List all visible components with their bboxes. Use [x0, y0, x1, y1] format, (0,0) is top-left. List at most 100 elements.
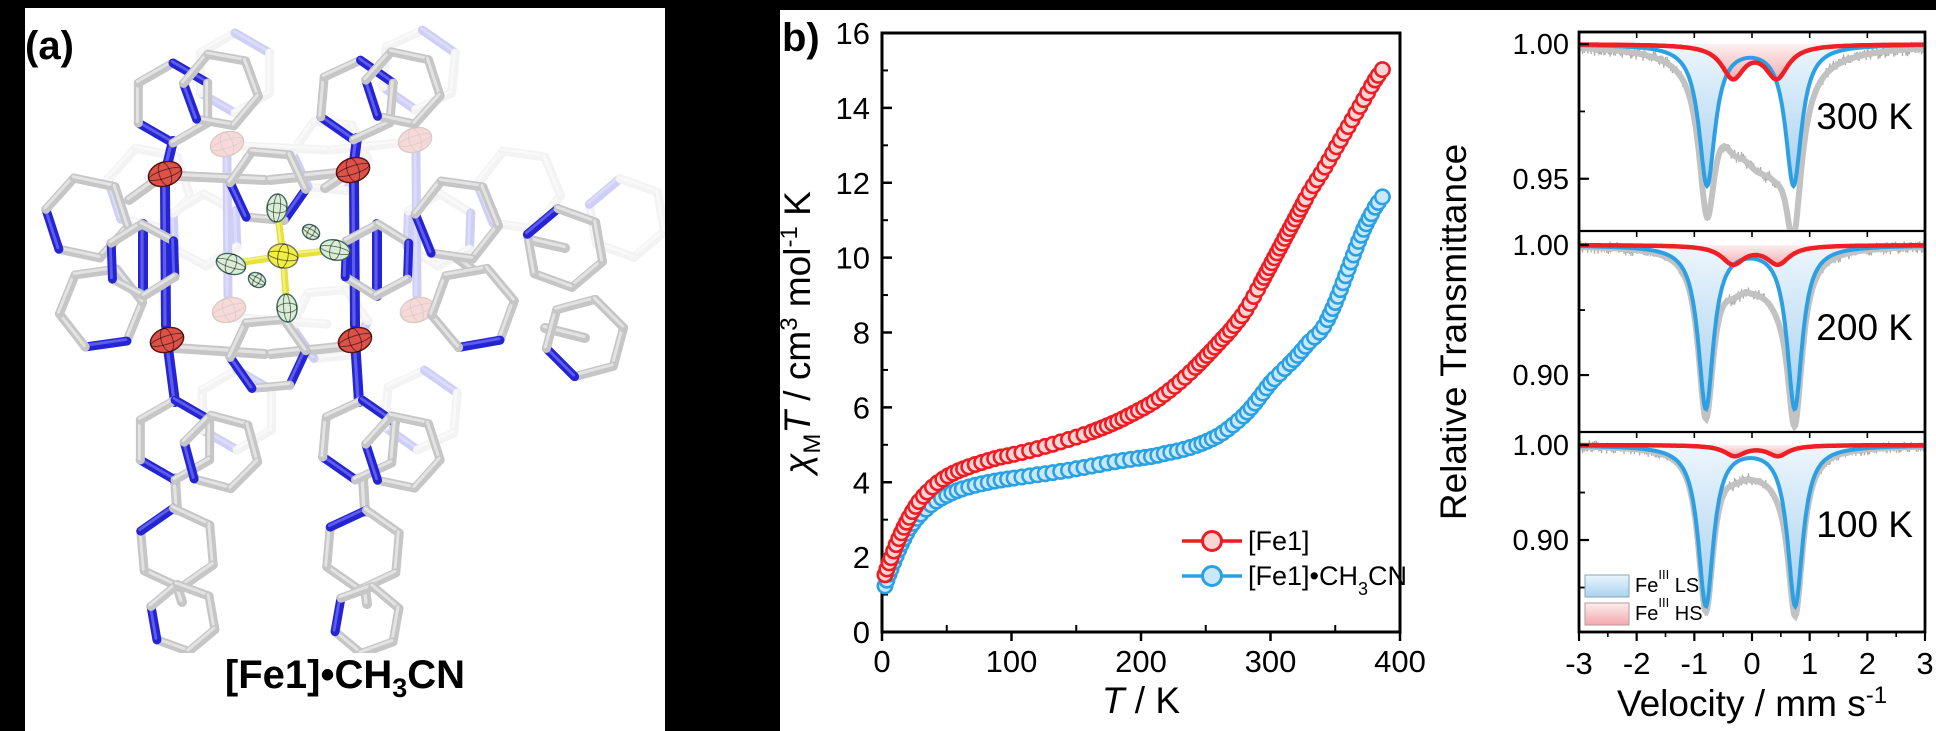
bond [247, 380, 295, 393]
molecule-front-layer [41, 47, 629, 653]
atom-meridian [159, 327, 175, 353]
bond-highlight [467, 210, 472, 250]
bond-highlight [311, 352, 353, 359]
bond [229, 92, 263, 131]
bond [237, 141, 332, 155]
bond-highlight [318, 74, 325, 117]
bond [287, 117, 319, 158]
atom-ellipsoid [247, 271, 267, 289]
bond-highlight [429, 312, 460, 348]
hs-line [1580, 42, 1924, 82]
bond [472, 146, 508, 189]
bond-highlight [138, 528, 145, 571]
bond [419, 365, 462, 398]
bond-highlight [500, 148, 546, 157]
mossbauer-chart: 1.00 0.95 300 K 1.00 0.90 200 K 1.00 0.90 100 K -… [1440, 29, 1934, 724]
experimental-error-bars [1580, 42, 1924, 230]
x-tick-label: -2 [1623, 646, 1651, 681]
bond-highlight [227, 354, 253, 389]
bond [168, 118, 213, 148]
y-tick-label: 12 [836, 166, 870, 201]
bond-highlight [412, 92, 441, 125]
bond-highlight [531, 270, 573, 288]
bond-highlight [318, 113, 354, 140]
bond-highlight [428, 250, 474, 259]
data-point [1373, 61, 1391, 79]
bond-highlight [375, 113, 416, 125]
bond [381, 25, 427, 52]
bond-highlight [281, 186, 307, 221]
atom-meridian [329, 239, 341, 261]
y-tick-label: 1.00 [1513, 230, 1569, 262]
bond [441, 264, 492, 281]
y-tick-label: 1.00 [1513, 29, 1569, 61]
bond [225, 318, 251, 362]
y-tick-label: 1.00 [1513, 430, 1569, 462]
bond [361, 47, 396, 85]
x-tick-label: 0 [873, 644, 890, 679]
atom-meridian [336, 162, 370, 178]
bond-highlight [287, 347, 307, 386]
bond [495, 296, 519, 345]
bond-highlight [373, 276, 408, 296]
bond-highlight [480, 183, 500, 226]
bond-highlight [228, 458, 259, 489]
atom-ellipsoid [276, 293, 298, 323]
bond [287, 288, 313, 332]
bond-highlight [610, 324, 625, 367]
bond-highlight [363, 77, 379, 117]
bond [361, 411, 396, 449]
experimental-data-line [1580, 42, 1924, 230]
bond [319, 55, 365, 82]
y-tick-label: 0.90 [1513, 525, 1569, 557]
x-axis-title: T / K [1102, 680, 1180, 721]
atom-meridian [150, 332, 184, 348]
bond [195, 28, 240, 58]
atom-meridian [282, 293, 292, 323]
bond [184, 625, 220, 653]
bond-highlight [191, 475, 232, 489]
bond-highlight [281, 316, 307, 351]
atom-ellipsoid [267, 243, 299, 269]
bond-highlight [543, 306, 558, 349]
bond-highlight [135, 120, 174, 143]
molecule-structure [41, 25, 665, 653]
bond [168, 189, 209, 218]
bond-highlight [327, 507, 367, 527]
bond [303, 285, 351, 298]
bond [231, 206, 242, 252]
bond-highlight [351, 120, 391, 140]
y-tick-label: 10 [836, 241, 870, 276]
bond [522, 204, 563, 239]
bond-highlight [344, 221, 379, 241]
bond-highlight [443, 265, 488, 276]
bond-highlight [320, 453, 356, 480]
temperature-label: 100 K [1816, 504, 1913, 545]
x-axis-title: Velocity / mm s-1 [1617, 682, 1887, 724]
bond-highlight [171, 505, 211, 525]
bond-highlight [249, 382, 291, 389]
bond-highlight [382, 423, 418, 450]
caption-pre: [Fe1]•CH [224, 653, 393, 697]
bond [349, 118, 395, 145]
bond-highlight [148, 581, 178, 607]
caption-sub: 3 [392, 673, 408, 703]
bond-highlight [375, 221, 410, 244]
series-line [883, 65, 1386, 577]
bond-highlight [199, 367, 238, 390]
bond-highlight [375, 477, 416, 489]
bond-highlight [429, 272, 447, 316]
bond-highlight [181, 51, 209, 84]
bond-highlight [137, 457, 176, 480]
bond-highlight [170, 191, 205, 214]
atom-ellipsoid [301, 223, 321, 241]
bond-highlight [108, 221, 143, 244]
bond-highlight [108, 240, 113, 280]
bond [122, 297, 148, 346]
x-tick-label: 1 [1801, 646, 1818, 681]
bond [410, 455, 445, 493]
legend-label: FeIII LS [1635, 567, 1699, 597]
bond-highlight [139, 221, 174, 241]
bond-highlight [138, 505, 174, 532]
bond [327, 137, 414, 155]
